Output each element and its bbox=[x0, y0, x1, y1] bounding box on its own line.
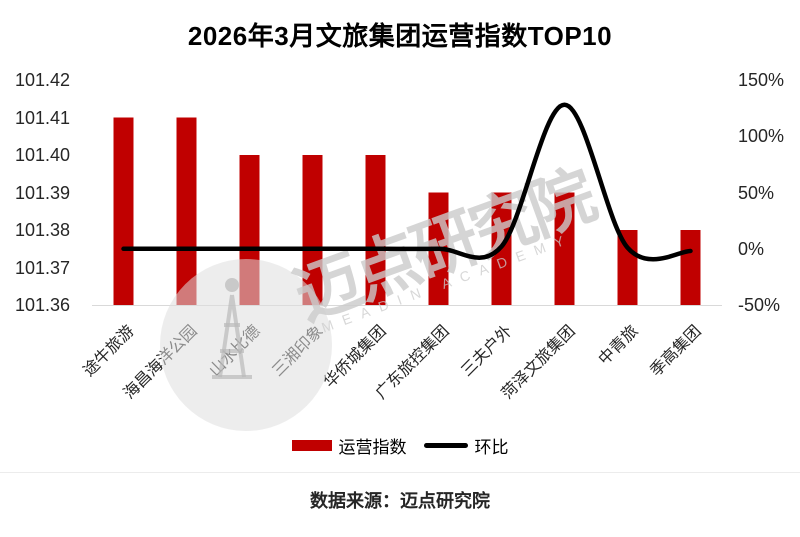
bar-中青旅 bbox=[617, 230, 638, 305]
bar-途牛旅游 bbox=[113, 117, 134, 305]
legend-line-label: 环比 bbox=[474, 438, 509, 457]
right-axis-tick: 50% bbox=[738, 182, 775, 203]
right-axis-tick: 100% bbox=[738, 126, 785, 147]
legend-bar-label: 运营指数 bbox=[338, 438, 407, 457]
bar-海昌海洋公园 bbox=[176, 117, 197, 305]
left-axis-tick: 101.40 bbox=[14, 145, 70, 165]
left-axis-tick: 101.36 bbox=[14, 295, 70, 315]
bar-季高集团 bbox=[680, 230, 701, 305]
right-axis-tick: -50% bbox=[738, 295, 781, 315]
source-text: 数据来源：迈点研究院 bbox=[310, 491, 490, 511]
legend-bar-swatch bbox=[291, 440, 332, 451]
bar-华侨城集团 bbox=[365, 155, 386, 305]
legend-line-swatch bbox=[423, 443, 468, 448]
legend: 运营指数 环比 bbox=[0, 433, 800, 458]
chart-title: 2026年3月文旅集团运营指数TOP10 bbox=[187, 21, 613, 51]
line-series bbox=[121, 102, 693, 262]
left-axis-tick: 101.41 bbox=[14, 107, 70, 128]
right-axis-tick: 0% bbox=[738, 238, 765, 259]
left-axis-tick: 101.39 bbox=[14, 182, 70, 203]
bar-菏泽文旅集团 bbox=[554, 192, 575, 305]
left-axis-tick: 101.38 bbox=[14, 220, 70, 240]
legend-item-bar: 运营指数 bbox=[291, 433, 407, 458]
footer-divider bbox=[0, 472, 800, 473]
legend-item-line: 环比 bbox=[423, 433, 509, 458]
left-axis-tick: 101.37 bbox=[14, 257, 70, 278]
right-axis-tick: 150% bbox=[738, 70, 785, 90]
left-axis-tick: 101.42 bbox=[14, 70, 70, 90]
